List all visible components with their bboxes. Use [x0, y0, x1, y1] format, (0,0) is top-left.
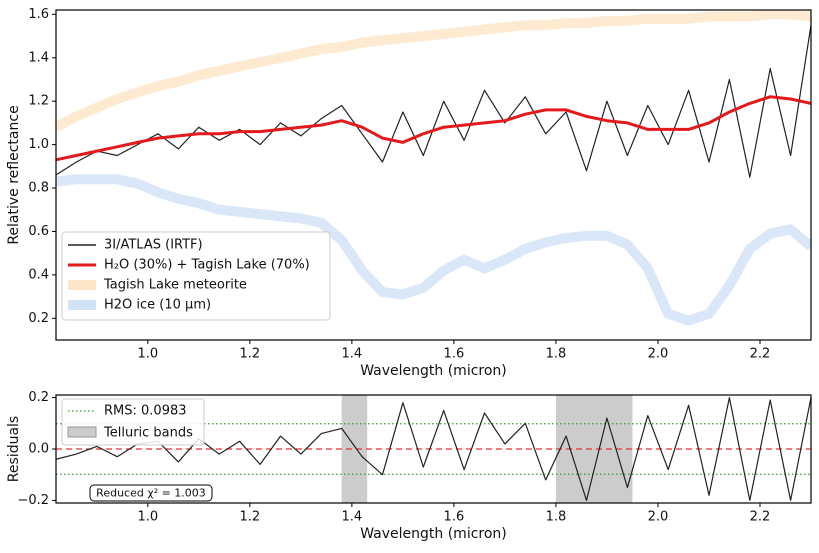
x-tick-label: 1.6 [444, 347, 465, 362]
legend-box [61, 398, 205, 446]
x-tick-label: 1.4 [342, 347, 363, 362]
legend-label: Tagish Lake meteorite [103, 278, 247, 293]
legend-swatch [67, 426, 97, 438]
annotation: Reduced χ² = 1.003 [96, 487, 206, 500]
legend-box [61, 231, 331, 321]
legend-label: RMS: 0.0983 [104, 404, 187, 419]
x-tick-label: 1.8 [546, 510, 567, 525]
x-tick-label: 2.2 [750, 347, 771, 362]
y-tick-label: −0.2 [17, 493, 49, 508]
x-tick-label: 1.0 [137, 510, 158, 525]
x-tick-label: 1.4 [342, 510, 363, 525]
y-tick-label: 0.6 [28, 224, 49, 239]
legend-label: H2O ice (10 μm) [104, 298, 211, 313]
plot-area [56, 10, 811, 326]
x-tick-label: 1.2 [240, 510, 261, 525]
y-axis-label: Residuals [6, 416, 22, 482]
x-tick-label: 1.2 [240, 347, 261, 362]
x-axis-label: Wavelength (micron) [360, 363, 507, 379]
series-line [56, 397, 811, 501]
x-tick-label: 1.8 [546, 347, 567, 362]
reference-band [56, 10, 811, 132]
legend-swatch [68, 280, 96, 290]
x-tick-label: 1.0 [137, 347, 158, 362]
y-tick-label: 0.8 [28, 181, 49, 196]
telluric-band [341, 395, 368, 503]
y-axis-label: Relative reflectance [6, 105, 22, 244]
y-tick-label: 1.4 [28, 50, 49, 65]
x-tick-label: 2.2 [750, 510, 771, 525]
x-axis-label: Wavelength (micron) [360, 526, 507, 542]
legend-label: H₂O (30%) + Tagish Lake (70%) [104, 258, 310, 273]
y-tick-label: 1.2 [28, 94, 49, 109]
y-tick-label: 0.2 [28, 311, 49, 326]
x-tick-label: 1.6 [444, 510, 465, 525]
y-tick-label: 0.0 [28, 442, 49, 457]
annotation-box [89, 484, 213, 502]
x-tick-label: 2.0 [648, 510, 669, 525]
legend-label: 3I/ATLAS (IRTF) [104, 238, 203, 253]
legend-label: Telluric bands [103, 426, 193, 441]
y-tick-label: 1.0 [28, 137, 49, 152]
y-tick-label: 1.6 [28, 7, 49, 22]
series-line [56, 95, 811, 162]
x-tick-label: 2.0 [648, 347, 669, 362]
y-tick-label: 0.2 [28, 390, 49, 405]
y-tick-label: 0.4 [28, 267, 49, 282]
reference-band [56, 174, 811, 326]
plot-area [56, 395, 811, 503]
series-line [56, 25, 811, 178]
legend-swatch [68, 300, 96, 310]
axes-frame [55, 9, 812, 341]
